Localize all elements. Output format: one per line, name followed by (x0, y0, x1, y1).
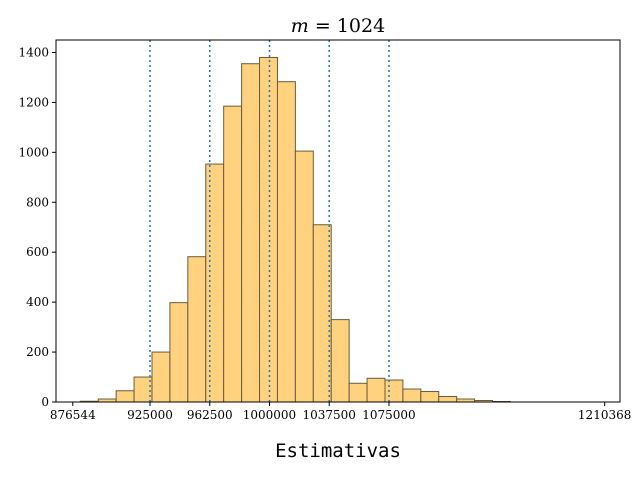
histogram-bar (187, 256, 207, 403)
y-tick-label: 200 (26, 345, 49, 359)
y-axis: 0 200 400 600 800 1000 1200 1400 (18, 45, 56, 409)
x-axis: 876544 925000 962500 1000000 1037500 1075000 1… (50, 402, 631, 422)
x-tick-label: 962500 (187, 408, 233, 422)
bars-group (79, 56, 511, 403)
histogram-bar (115, 390, 135, 403)
histogram-bar (348, 382, 368, 403)
y-tick-label: 800 (26, 195, 49, 209)
histogram-bar (402, 388, 422, 403)
histogram-bar (169, 302, 189, 403)
plot-frame (55, 39, 621, 403)
chart-title: m = 1024 (291, 15, 385, 37)
histogram-bar (223, 105, 243, 403)
histogram-bar (384, 379, 404, 403)
y-tick-label: 0 (41, 395, 49, 409)
x-tick-label: 876544 (50, 408, 96, 422)
y-tick-label: 1200 (18, 95, 49, 109)
histogram-bar (259, 56, 278, 403)
reference-lines-group (149, 40, 390, 402)
histogram-bar (276, 81, 296, 403)
histogram-bar (420, 391, 440, 403)
x-tick-label: 925000 (127, 408, 173, 422)
x-tick-label: 1000000 (243, 408, 296, 422)
y-tick-label: 400 (26, 295, 49, 309)
y-tick-label: 600 (26, 245, 49, 259)
y-tick-label: 1000 (18, 145, 49, 159)
x-axis-label: Estimativas (275, 440, 401, 462)
x-tick-label: 1037500 (303, 408, 356, 422)
x-tick-label: 1075000 (362, 408, 415, 422)
histogram-bar (241, 63, 261, 403)
histogram-bar (205, 163, 225, 403)
x-tick-label: 1210368 (578, 408, 631, 422)
histogram-bar (294, 150, 314, 403)
histogram-bar (330, 319, 350, 403)
histogram-bar (366, 377, 386, 403)
histogram-bar (151, 351, 171, 403)
histogram-bar (438, 396, 458, 403)
y-tick-label: 1400 (18, 45, 49, 59)
